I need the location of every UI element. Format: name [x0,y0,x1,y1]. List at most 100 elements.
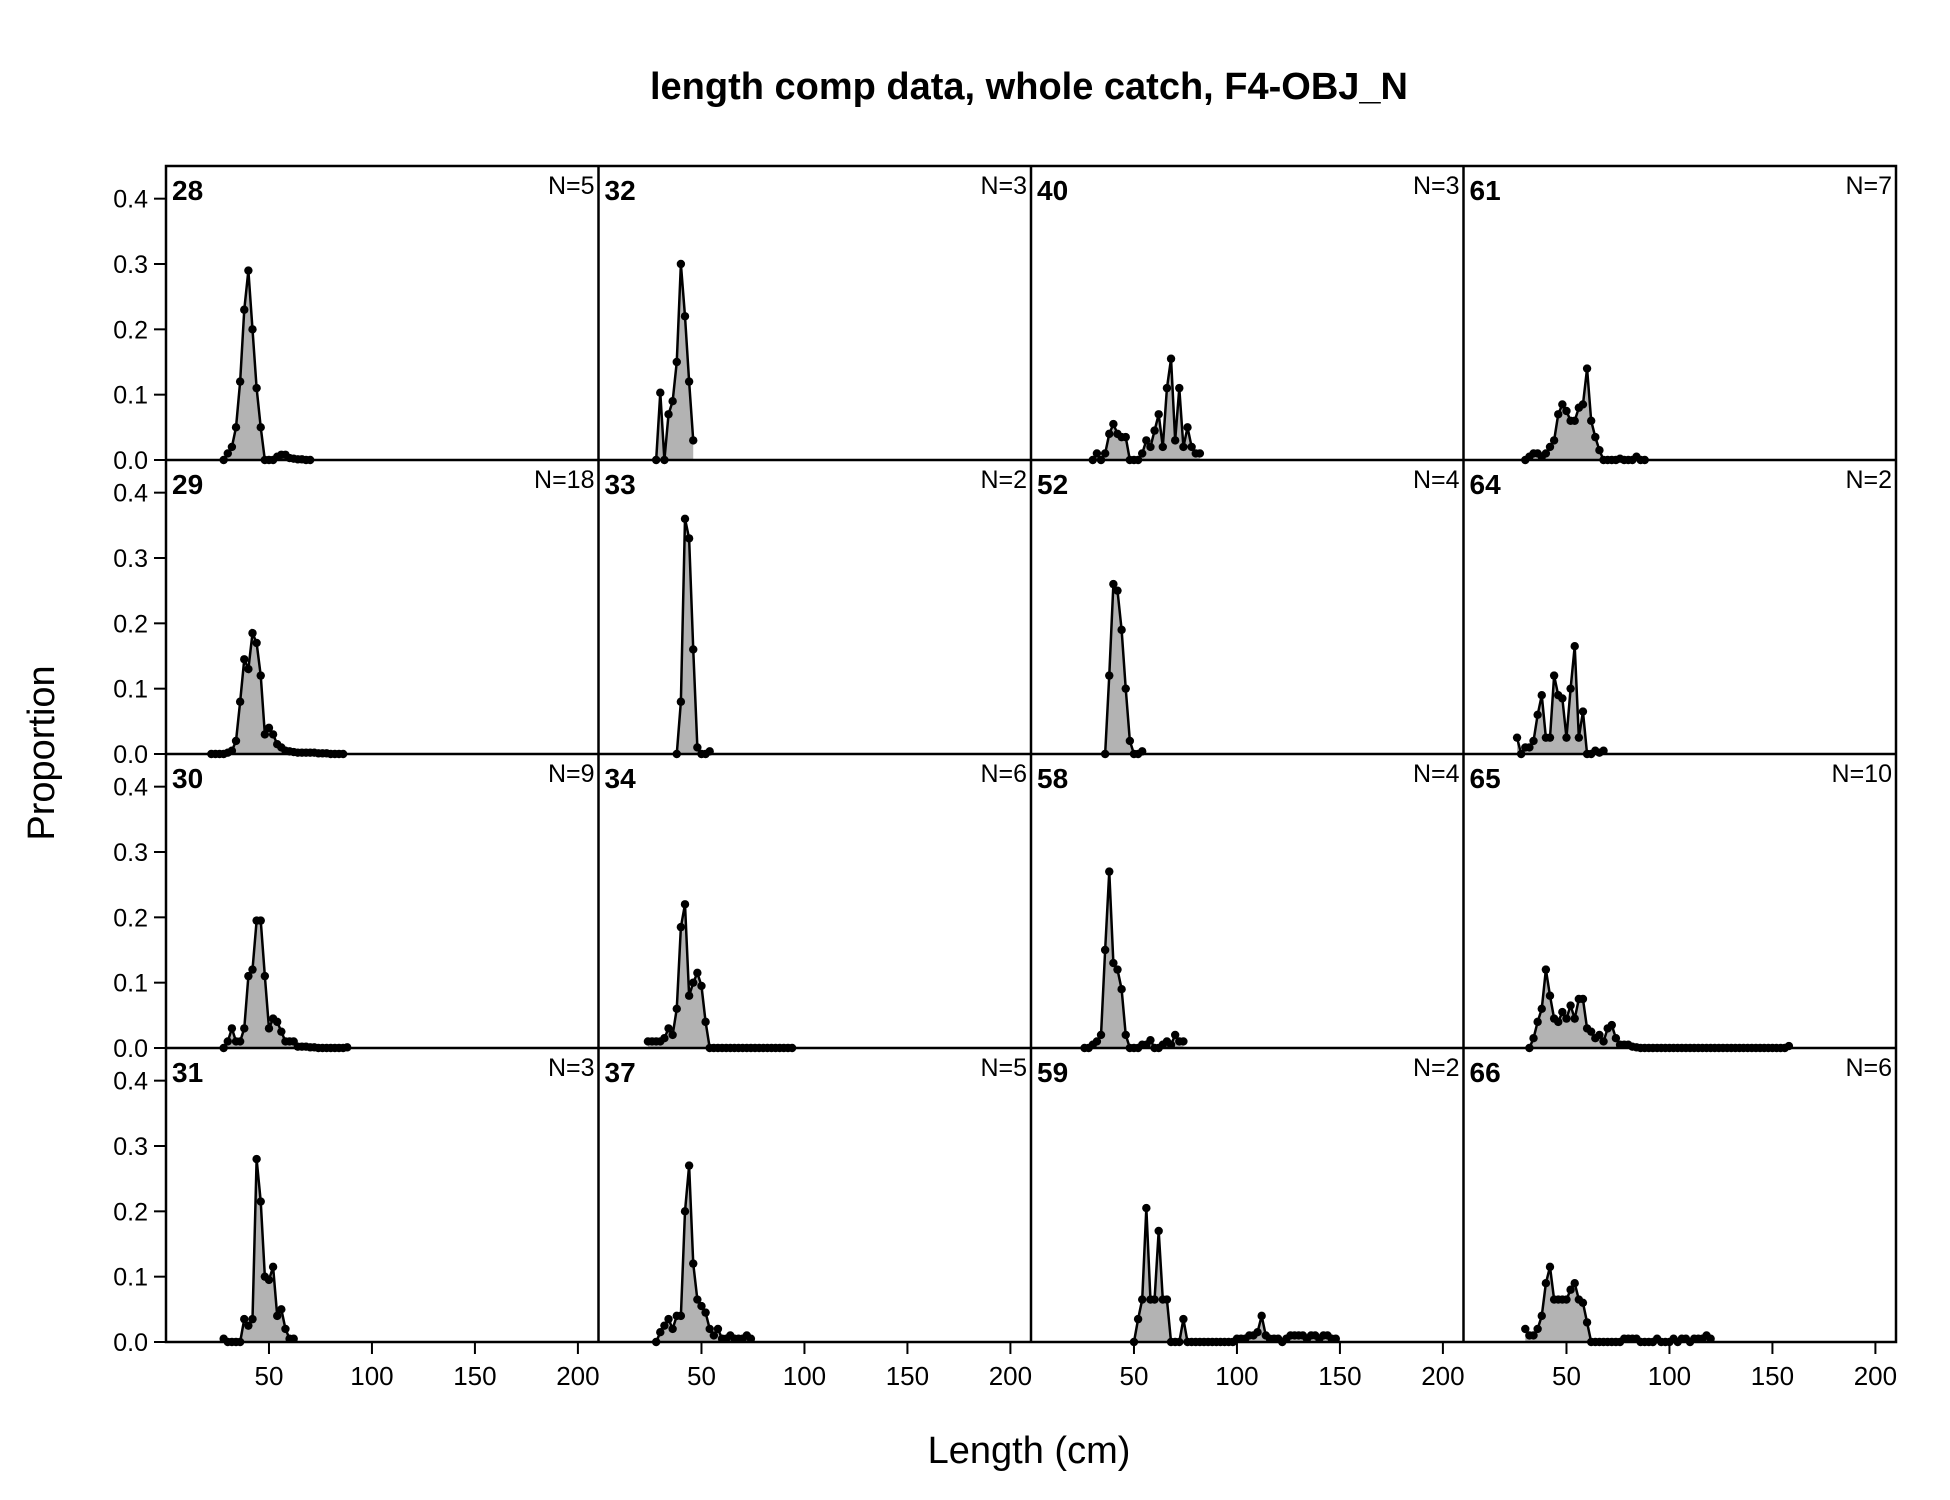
panel-31-point [268,1262,278,1272]
panel-65-point [1537,1004,1546,1013]
y-tick-label: 0.3 [113,1133,148,1161]
panel-64-point [1562,733,1571,742]
x-tick-label: 150 [453,1361,496,1391]
panel-34-point [701,1017,710,1027]
panel-61-point [1578,400,1588,409]
panel-58-point [1146,1035,1155,1045]
panel-30-point [235,1037,245,1046]
panel-40-point [1162,383,1172,393]
panel-52-point [1113,586,1122,595]
x-tick-label: 50 [687,1361,716,1391]
chart-title: length comp data, whole catch, F4-OBJ_N [650,66,1408,108]
panel-28-point [244,266,253,275]
panel-n-label: N=7 [1845,172,1892,200]
panel-29-point [252,638,261,648]
panel-34-point [697,981,706,991]
panel-65-point [1586,1027,1596,1036]
y-tick-label: 0.4 [113,1068,148,1096]
panel-61-point [1562,406,1571,416]
panel-61-point [1595,446,1604,455]
panel-66-point [1570,1279,1579,1288]
y-tick-label: 0.0 [113,1035,148,1063]
panel-66-point [1537,1311,1546,1321]
panel-31-point [256,1197,265,1206]
panel-33-point [693,743,702,752]
panel-65-point [1607,1020,1616,1030]
panel-37-point [705,1324,714,1334]
panel-52-point [1125,736,1135,746]
y-tick-label: 0.4 [113,480,148,508]
panel-64-point [1537,691,1546,700]
y-tick-label: 0.3 [113,251,148,279]
panel-37-point [684,1161,694,1170]
panel-64-point [1574,733,1584,742]
panel-label: 37 [605,1057,636,1088]
panel-37-point [656,1328,665,1337]
panel-65-point [1599,1037,1608,1046]
panel-59-point [1179,1314,1188,1324]
panel-31-area [223,1159,294,1342]
panel-n-label: N=2 [1845,466,1892,494]
panel-40-point [1105,429,1114,439]
panel-59-point [1142,1203,1151,1213]
panel-30-point [244,971,253,981]
panel-34-point [689,978,698,987]
panel-label: 34 [605,763,637,794]
y-axis-label: Proportion [21,665,63,840]
panel-37-point [689,1259,698,1268]
panel-n-label: N=2 [1413,1054,1460,1082]
y-tick-label: 0.2 [113,316,148,344]
panel-65-point [1595,1030,1604,1040]
panel-32-point [676,259,686,269]
panel-28-point [256,423,265,432]
panel-66-point [1529,1331,1538,1340]
panel-34-point [693,968,702,978]
panel-28-point [252,383,261,393]
panel-61-point [1586,416,1596,425]
panel-64-point [1525,743,1534,752]
panel-66-point [1521,1324,1530,1334]
panel-31-point [240,1314,249,1324]
panel-29-point [268,730,278,739]
panel-37-point [713,1324,723,1334]
panel-32-point [656,388,665,397]
panel-64-point [1512,733,1522,742]
panel-66-point [1533,1324,1542,1334]
panel-34-point [664,1024,673,1033]
panel-31-point [281,1324,290,1334]
panel-58-line [1084,871,1184,1050]
y-tick-label: 0.0 [113,1329,148,1357]
panel-65-point [1566,1001,1575,1010]
x-tick-label: 200 [989,1361,1032,1391]
panel-40-point [1175,383,1184,393]
panel-28-area [223,270,311,460]
panel-34-point [660,1034,669,1043]
y-tick-label: 0.4 [113,774,148,802]
panel-64-point [1529,736,1538,746]
panel-label: 40 [1037,175,1068,206]
panel-28-point [227,442,237,452]
panel-40-point [1170,436,1180,445]
panel-n-label: N=3 [980,172,1027,200]
panel-37-point [693,1295,702,1304]
panel-64-point [1578,707,1588,716]
panel-58-point [1100,945,1110,955]
y-tick-label: 0.0 [113,741,148,769]
panel-66-point [1541,1279,1551,1288]
panel-59-point [1162,1295,1172,1304]
panel-40-point [1092,449,1102,458]
panel-30-point [264,1024,274,1033]
panel-58-point [1121,1030,1130,1040]
panel-59-point [1257,1311,1266,1321]
panel-61-point [1545,442,1555,452]
panel-n-label: N=4 [1413,760,1460,788]
y-tick-label: 0.3 [113,545,148,573]
panel-58-point [1096,1030,1106,1040]
x-tick-label: 200 [1854,1361,1897,1391]
panel-29-point [231,736,241,746]
panel-58-point [1179,1037,1188,1046]
panel-label: 33 [605,469,636,500]
panel-31-point [252,1154,261,1164]
panel-61-point [1549,436,1559,445]
